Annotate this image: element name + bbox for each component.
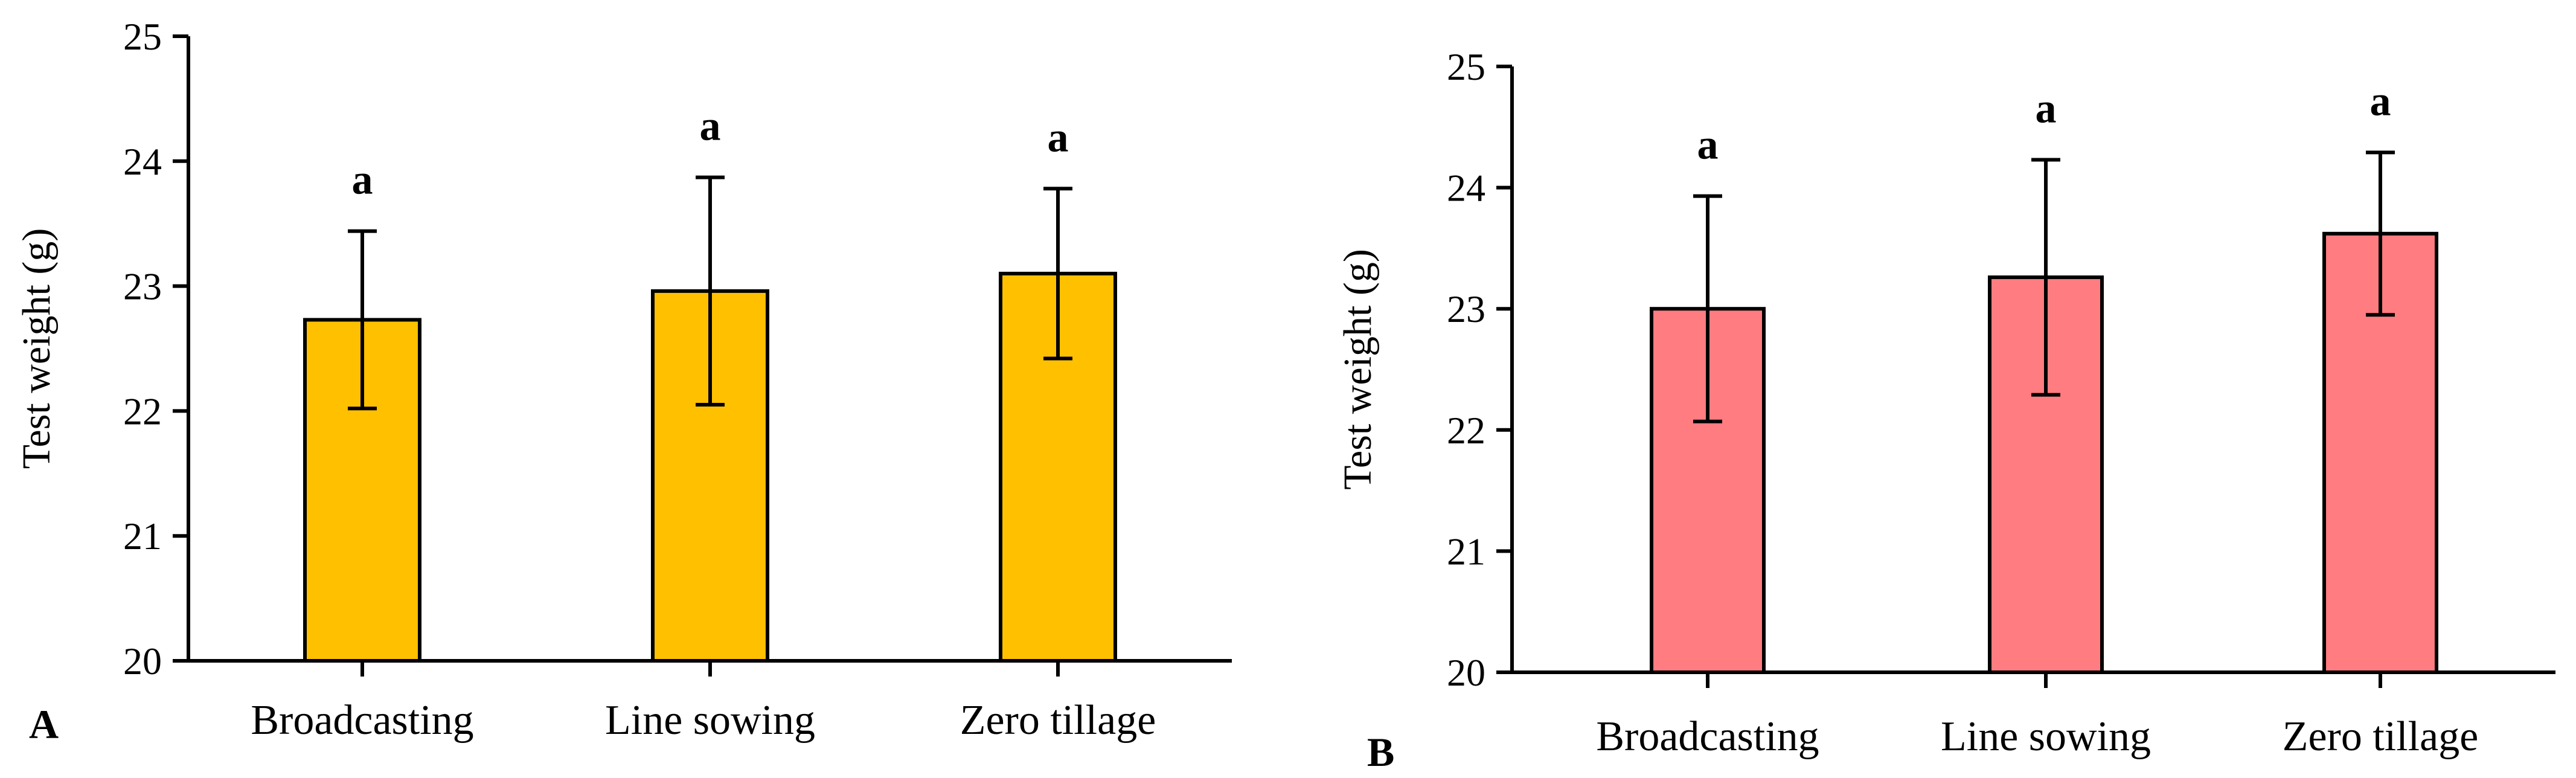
significance-letter: a (700, 103, 721, 150)
category-label: Broadcasting (251, 697, 473, 744)
y-tick-label: 25 (1447, 45, 1485, 88)
significance-letter: a (352, 157, 373, 204)
y-tick-label: 20 (123, 640, 162, 683)
category-label: Broadcasting (1596, 713, 1819, 760)
y-tick-label: 24 (123, 140, 162, 183)
chart-panel-a: 20 21 22 23 24 25 a Broadcasting a Line sowing a Ze… (14, 15, 1232, 747)
y-axis-title: Test weight (g) (14, 228, 59, 469)
significance-letter: a (1697, 122, 1719, 169)
y-tick-label: 21 (1447, 530, 1485, 573)
y-tick-label: 21 (123, 515, 162, 558)
panel-letter: A (29, 701, 59, 747)
y-tick-label: 25 (123, 15, 162, 58)
y-tick-label: 22 (1447, 409, 1485, 452)
chart-panel-b: 20 21 22 23 24 25 a Broadcasting a Line sowing a Ze… (1336, 45, 2555, 775)
y-axis-title: Test weight (g) (1336, 249, 1380, 490)
y-tick-label: 20 (1447, 651, 1485, 694)
category-label: Line sowing (1941, 713, 2151, 760)
category-label: Line sowing (605, 697, 815, 744)
significance-letter: a (2036, 85, 2057, 132)
y-tick-label: 24 (1447, 167, 1485, 210)
category-label: Zero tillage (960, 697, 1156, 744)
panel-letter: B (1367, 729, 1394, 775)
significance-letter: a (2370, 78, 2391, 124)
y-tick-label: 23 (1447, 288, 1485, 330)
y-tick-label: 23 (123, 265, 162, 308)
y-tick-label: 22 (123, 390, 162, 432)
category-label: Zero tillage (2283, 713, 2479, 760)
significance-letter: a (1048, 114, 1069, 161)
